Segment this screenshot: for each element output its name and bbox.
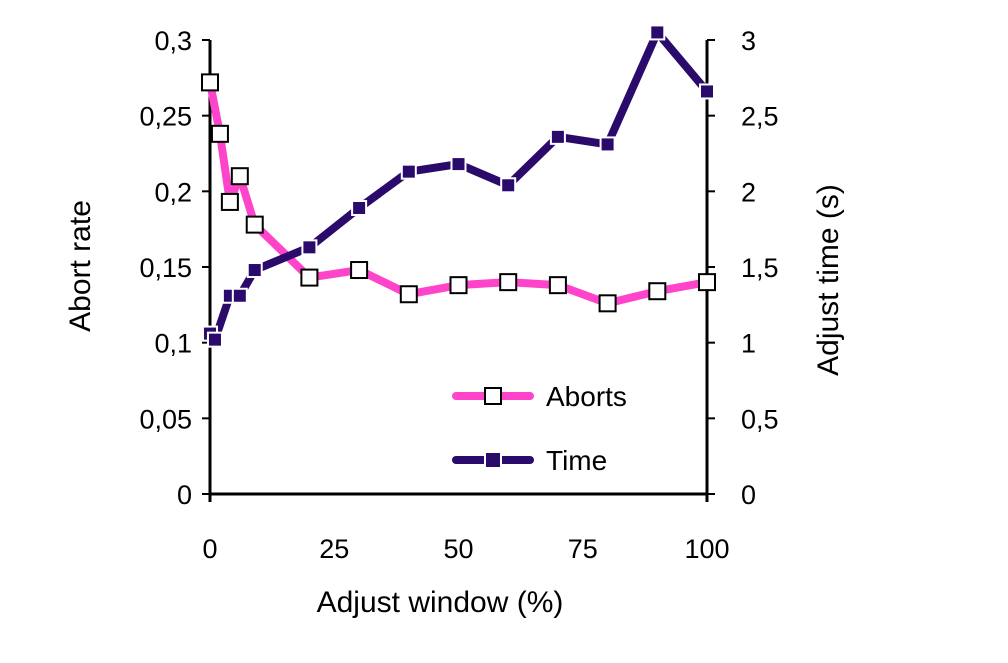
data-point-aborts bbox=[698, 273, 716, 292]
x-axis-title: Adjust window (%) bbox=[317, 586, 564, 619]
data-point-time bbox=[549, 128, 566, 145]
legend: Aborts Time bbox=[452, 381, 627, 476]
data-point-aborts bbox=[201, 73, 219, 92]
y-left-tick-label: 0,2 bbox=[154, 177, 192, 207]
data-point-time bbox=[599, 136, 616, 153]
legend-aborts-label: Aborts bbox=[546, 381, 627, 412]
data-point-time bbox=[301, 239, 318, 256]
y-right-tick-label: 2 bbox=[741, 177, 756, 207]
y-left-tick-label: 0,3 bbox=[154, 26, 192, 56]
series-line-aborts bbox=[206, 78, 711, 308]
data-point-time bbox=[351, 199, 368, 216]
y-right-tick-label: 1 bbox=[741, 329, 756, 359]
data-point-aborts bbox=[598, 294, 617, 313]
y-right-tick-label: 2,5 bbox=[741, 102, 779, 132]
x-tick-label: 50 bbox=[443, 534, 473, 564]
x-tick-label: 25 bbox=[319, 534, 349, 564]
x-tick-label: 0 bbox=[202, 534, 217, 564]
data-point-aborts bbox=[245, 215, 264, 234]
y-left-tick-label: 0 bbox=[177, 480, 192, 510]
data-point-aborts bbox=[449, 276, 468, 295]
data-point-time bbox=[400, 163, 417, 180]
legend-time-marker bbox=[484, 451, 502, 469]
y-right-tick-label: 0 bbox=[741, 480, 756, 510]
y-left-tick-label: 0,05 bbox=[139, 404, 192, 434]
y-left-tick-label: 0,1 bbox=[154, 329, 192, 359]
x-tick-label: 100 bbox=[684, 534, 729, 564]
data-point-aborts bbox=[399, 285, 418, 304]
y-left-tick-label: 0,15 bbox=[139, 253, 192, 283]
data-point-aborts bbox=[499, 273, 518, 292]
data-point-aborts bbox=[648, 282, 667, 301]
axes bbox=[202, 39, 715, 502]
data-point-time bbox=[231, 287, 248, 304]
data-point-aborts bbox=[300, 268, 319, 287]
data-point-time bbox=[649, 24, 666, 41]
y-axis-right-title: Adjust time (s) bbox=[812, 184, 845, 376]
y-right-tick-label: 3 bbox=[741, 26, 756, 56]
data-point-aborts bbox=[230, 167, 249, 186]
data-point-time bbox=[246, 262, 263, 279]
legend-time-label: Time bbox=[546, 445, 607, 476]
y-right-tick-label: 0,5 bbox=[741, 404, 779, 434]
data-point-aborts bbox=[548, 276, 567, 295]
data-point-time bbox=[699, 83, 715, 100]
data-point-aborts bbox=[350, 261, 369, 280]
data-point-time bbox=[450, 156, 467, 173]
y-axis-left-title: Abort rate bbox=[64, 200, 97, 332]
series-group bbox=[201, 24, 716, 348]
legend-aborts-marker bbox=[484, 387, 502, 405]
tick-labels: 0 0,05 0,1 0,15 0,2 0,25 0,3 0 0,5 1 1,5 2 2,5 3 0 25 50… bbox=[139, 26, 778, 564]
x-tick-label: 75 bbox=[568, 534, 598, 564]
data-point-aborts bbox=[220, 192, 239, 211]
data-point-time bbox=[500, 177, 517, 194]
y-right-tick-label: 1,5 bbox=[741, 253, 779, 283]
y-left-tick-label: 0,25 bbox=[139, 102, 192, 132]
data-point-time bbox=[206, 331, 223, 348]
data-point-aborts bbox=[210, 124, 229, 143]
